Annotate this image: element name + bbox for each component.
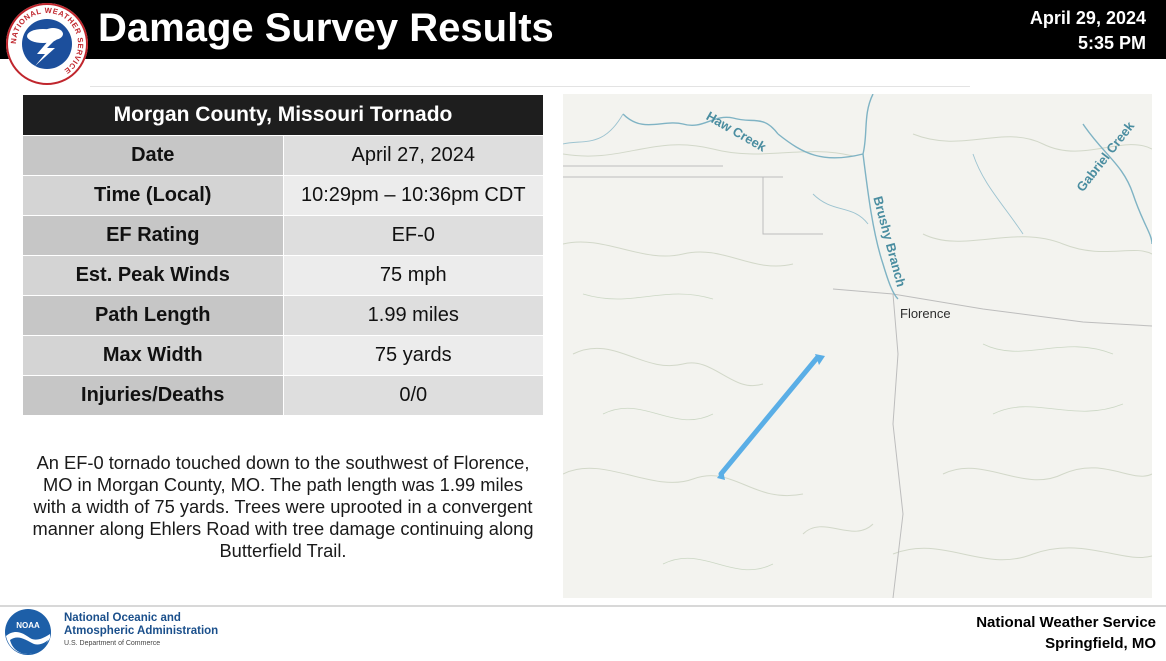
row-label: Injuries/Deaths xyxy=(22,375,284,416)
row-value: 10:29pm – 10:36pm CDT xyxy=(282,175,544,216)
noaa-name-line2: Atmospheric Administration xyxy=(64,625,219,637)
issue-datetime: April 29, 2024 5:35 PM xyxy=(1030,6,1146,56)
issue-date: April 29, 2024 xyxy=(1029,8,1146,28)
row-label: Path Length xyxy=(22,295,284,336)
row-value: 75 yards xyxy=(282,335,544,376)
path-end-marker xyxy=(815,354,825,365)
office-name-block: National Weather Service Springfield, MO xyxy=(976,612,1156,654)
table-row-peak-winds: Est. Peak Winds 75 mph xyxy=(22,255,544,296)
row-label: Est. Peak Winds xyxy=(22,255,284,296)
page-title: Damage Survey Results xyxy=(98,6,554,50)
noaa-name-block: National Oceanic and Atmospheric Adminis… xyxy=(64,612,218,647)
table-row-path-length: Path Length 1.99 miles xyxy=(22,295,544,336)
map-canvas xyxy=(563,94,1152,598)
row-label: Max Width xyxy=(22,335,284,376)
tornado-path-line xyxy=(718,355,820,477)
nws-logo-icon: NATIONAL WEATHER SERVICE xyxy=(6,3,88,85)
table-title: Morgan County, Missouri Tornado xyxy=(22,94,544,136)
footer-divider xyxy=(0,605,1166,607)
noaa-name-line1: National Oceanic and xyxy=(64,612,181,624)
header-bar: Damage Survey Results April 29, 2024 5:3… xyxy=(0,0,1166,59)
row-value: 1.99 miles xyxy=(282,295,544,336)
row-label: Date xyxy=(22,135,284,176)
row-value: EF-0 xyxy=(282,215,544,256)
table-row-max-width: Max Width 75 yards xyxy=(22,335,544,376)
path-start-marker xyxy=(717,470,725,480)
tornado-track-map[interactable]: Haw Creek Gabriel Creek Brushy Branch Fl… xyxy=(563,94,1152,598)
office-name: National Weather Service xyxy=(976,614,1156,631)
noaa-logo-icon: NOAA xyxy=(5,609,51,655)
table-row-time: Time (Local) 10:29pm – 10:36pm CDT xyxy=(22,175,544,216)
row-value: 0/0 xyxy=(282,375,544,416)
issue-time: 5:35 PM xyxy=(1077,33,1146,53)
noaa-logo-text: NOAA xyxy=(16,621,40,630)
florence-label: Florence xyxy=(900,306,951,321)
event-summary: An EF-0 tornado touched down to the sout… xyxy=(32,452,534,561)
row-label: Time (Local) xyxy=(22,175,284,216)
noaa-department: U.S. Department of Commerce xyxy=(64,640,161,647)
row-label: EF Rating xyxy=(22,215,284,256)
row-value: 75 mph xyxy=(282,255,544,296)
row-value: April 27, 2024 xyxy=(282,135,544,176)
table-row-ef-rating: EF Rating EF-0 xyxy=(22,215,544,256)
office-location: Springfield, MO xyxy=(1045,635,1156,652)
survey-table: Morgan County, Missouri Tornado Date Apr… xyxy=(22,94,544,416)
table-row-date: Date April 27, 2024 xyxy=(22,135,544,176)
table-row-injuries: Injuries/Deaths 0/0 xyxy=(22,375,544,416)
header-divider xyxy=(90,86,970,87)
